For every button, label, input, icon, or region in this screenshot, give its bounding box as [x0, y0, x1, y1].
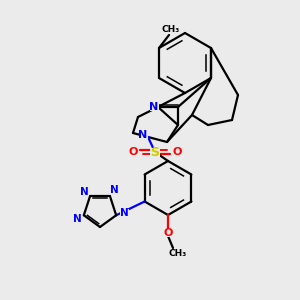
Bar: [173, 148, 181, 156]
Text: N: N: [138, 130, 148, 140]
Text: N: N: [149, 102, 159, 112]
Text: O: O: [163, 228, 173, 238]
Bar: [80, 188, 88, 196]
Bar: [150, 148, 160, 157]
Bar: [120, 209, 129, 217]
Bar: [129, 148, 137, 156]
Text: O: O: [128, 147, 138, 157]
Text: S: S: [151, 146, 160, 158]
Text: N: N: [74, 214, 82, 224]
Bar: [110, 186, 118, 194]
Bar: [149, 103, 158, 111]
Bar: [164, 229, 172, 237]
Text: N: N: [80, 187, 88, 197]
Bar: [139, 131, 148, 139]
Bar: [73, 215, 82, 223]
Text: N: N: [120, 208, 128, 218]
Text: CH₃: CH₃: [169, 250, 187, 259]
Text: N: N: [110, 185, 118, 195]
Text: CH₃: CH₃: [162, 26, 180, 34]
Text: O: O: [172, 147, 182, 157]
